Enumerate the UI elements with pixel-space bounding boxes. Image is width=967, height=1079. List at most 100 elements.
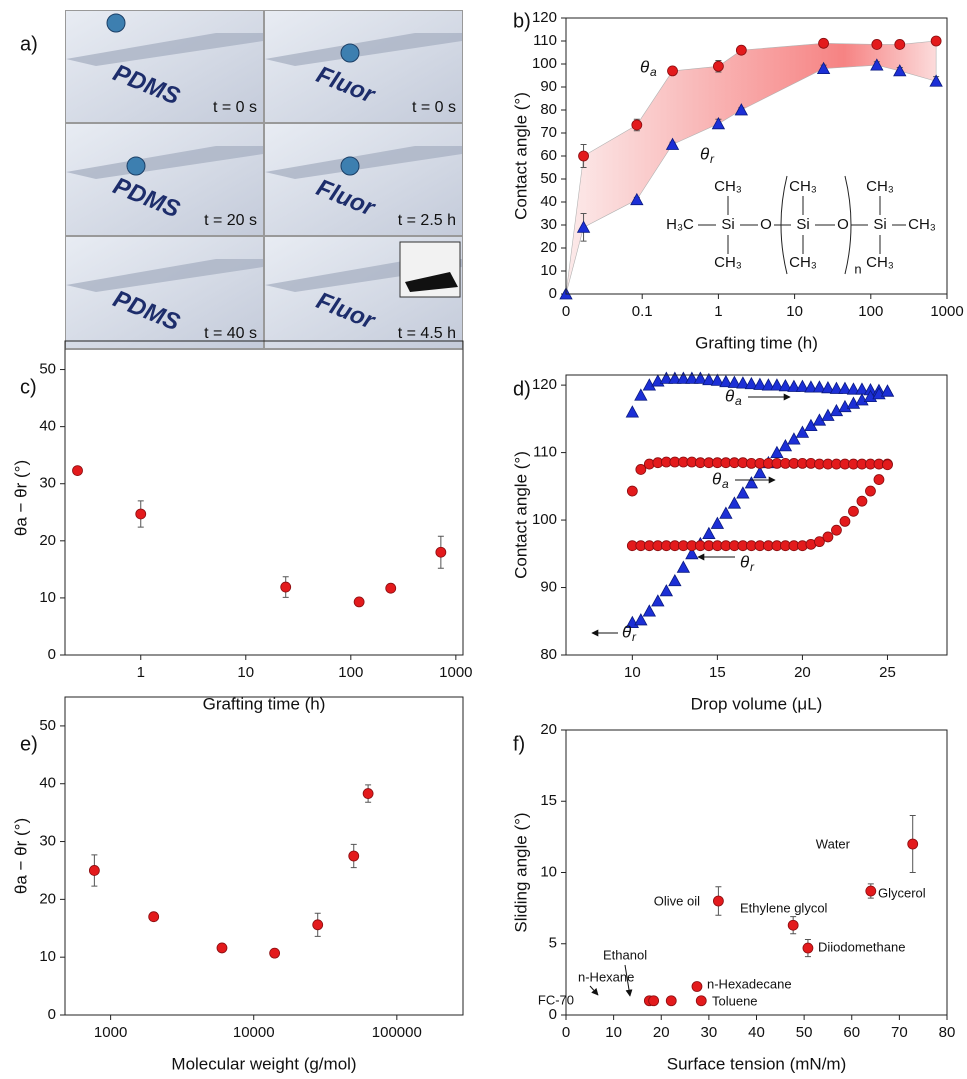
point <box>719 506 733 519</box>
time-label: t = 0 s <box>213 99 257 116</box>
x-tick-label: 0 <box>562 1024 570 1041</box>
y-axis-label: θa − θr (°) <box>11 818 30 894</box>
point-label: Ethanol <box>603 947 647 962</box>
point <box>631 119 643 131</box>
point <box>667 65 678 77</box>
x-tick-label: 0 <box>562 303 570 320</box>
y-tick-label: 20 <box>540 721 557 738</box>
point <box>353 596 365 608</box>
point <box>753 465 767 479</box>
y-tick-label: 90 <box>540 78 557 95</box>
point <box>727 375 742 388</box>
plot-frame <box>64 696 464 1016</box>
point-label: n-Hexane <box>578 969 634 984</box>
y-tick-label: 20 <box>39 890 56 907</box>
structure-label: Si <box>796 216 809 233</box>
point <box>435 546 447 558</box>
y-tick-label: 5 <box>549 935 557 952</box>
point <box>72 465 83 476</box>
label-arrow <box>589 985 599 996</box>
structure-label: CH₃ <box>789 254 817 271</box>
y-tick-label: 15 <box>540 792 557 809</box>
annotation-sub: a <box>735 394 742 408</box>
point <box>135 508 147 520</box>
structure-label: CH₃ <box>866 254 894 271</box>
panel-label: f) <box>513 733 525 755</box>
y-tick-label: 80 <box>540 646 557 663</box>
annotation: θ <box>740 552 750 571</box>
label-arrow <box>624 964 633 997</box>
point <box>216 942 228 954</box>
y-tick-label: 40 <box>540 193 557 210</box>
x-axis-label: Molecular weight (g/mol) <box>171 1054 356 1073</box>
point-label: Diiodomethane <box>818 939 905 954</box>
glass-slide <box>66 259 263 292</box>
y-tick-label: 50 <box>39 361 56 378</box>
y-tick-label: 30 <box>39 475 56 492</box>
plot-frame <box>565 729 948 1016</box>
x-axis-label: Drop volume (μL) <box>691 694 823 713</box>
point <box>734 103 749 116</box>
point <box>744 376 759 390</box>
point <box>865 485 876 497</box>
point <box>727 496 742 509</box>
point <box>778 439 793 452</box>
structure-label: O <box>837 216 849 233</box>
y-tick-label: 110 <box>533 32 557 49</box>
point <box>795 425 810 438</box>
point-label: Ethylene glycol <box>740 900 828 915</box>
y-axis-label: Contact angle (°) <box>511 451 530 579</box>
point <box>710 373 725 386</box>
point <box>634 613 648 626</box>
structure-label: Si <box>721 216 734 233</box>
x-tick-label: 60 <box>843 1024 860 1041</box>
point <box>838 381 852 394</box>
x-axis-label: Grafting time (h) <box>203 694 326 713</box>
point <box>665 995 677 1007</box>
point <box>685 546 699 560</box>
point <box>713 60 724 72</box>
point <box>362 788 374 799</box>
plot-frame <box>565 374 948 656</box>
y-tick-label: 50 <box>540 170 557 187</box>
structure-label: CH₃ <box>714 178 742 195</box>
point <box>642 604 657 617</box>
annotation: θ <box>712 469 722 488</box>
point <box>148 911 160 923</box>
point <box>576 220 591 233</box>
x-tick-label: 50 <box>796 1024 813 1041</box>
point <box>735 44 747 56</box>
plot-frame <box>565 17 948 295</box>
point <box>838 399 852 413</box>
point <box>630 192 644 206</box>
point <box>695 995 707 1007</box>
y-tick-label: 120 <box>532 9 557 26</box>
point <box>719 374 733 388</box>
point-label: FC-70 <box>538 992 574 1007</box>
x-tick-label: 10 <box>624 664 641 681</box>
point <box>814 536 825 548</box>
point <box>930 35 942 47</box>
point <box>804 380 818 393</box>
point <box>848 505 859 517</box>
y-tick-label: 20 <box>39 532 56 549</box>
annotation-sub: a <box>650 65 657 79</box>
panel-label: a) <box>20 33 38 55</box>
point <box>846 382 861 395</box>
y-tick-label: 100 <box>532 55 557 72</box>
x-tick-label: 15 <box>709 664 726 681</box>
point <box>894 39 906 50</box>
point <box>685 371 699 384</box>
point <box>651 594 665 607</box>
annotation: θ <box>700 144 710 163</box>
point <box>846 396 861 409</box>
time-label: t = 0 s <box>412 99 456 116</box>
point <box>668 573 682 587</box>
x-tick-label: 1000 <box>439 664 472 681</box>
annotation-sub: r <box>632 630 637 644</box>
point <box>831 524 842 536</box>
x-tick-label: 100 <box>338 664 363 681</box>
annotation: θ <box>622 622 632 641</box>
point <box>753 377 767 390</box>
point <box>736 486 750 499</box>
